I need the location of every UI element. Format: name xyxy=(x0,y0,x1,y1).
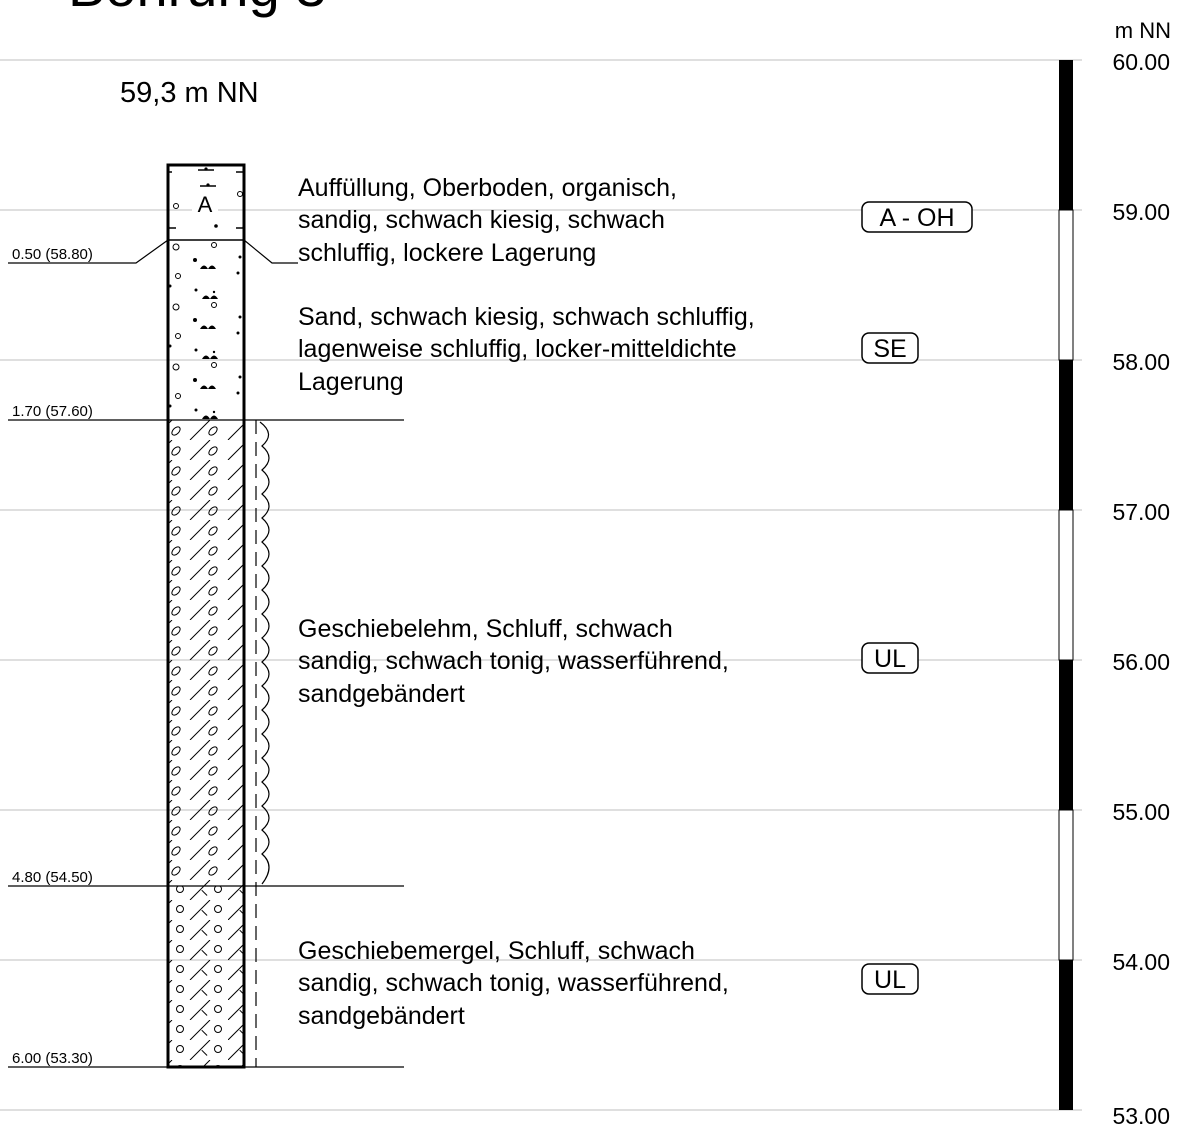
scale-tick-label: 54.00 xyxy=(1112,949,1170,975)
scale-tick-label: 56.00 xyxy=(1112,649,1170,675)
layer-fill-geschiebelehm xyxy=(168,420,244,886)
layer-description-line: schluffig, lockere Lagerung xyxy=(298,239,596,267)
layer-description-line: sandig, schwach tonig, wasserführend, xyxy=(298,969,729,997)
depth-label: 4.80 (54.50) xyxy=(12,869,93,886)
layer-description-line: Geschiebemergel, Schluff, schwach xyxy=(298,937,695,965)
layer-description-line: sandgebändert xyxy=(298,680,465,708)
layer-description-line: sandig, schwach kiesig, schwach xyxy=(298,206,665,234)
layer-description-line: Geschiebelehm, Schluff, schwach xyxy=(298,615,673,643)
layer-description-line: Sand, schwach kiesig, schwach schluffig, xyxy=(298,303,755,331)
elevation-scale-bar xyxy=(1058,60,1074,1110)
soil-group-codes: A - OH SE UL UL xyxy=(861,201,973,995)
log-title: Bohrung 3 xyxy=(68,0,326,18)
scale-tick-label: 60.00 xyxy=(1112,49,1170,75)
depth-label: 6.00 (53.30) xyxy=(12,1050,93,1067)
surface-elevation: 59,3 m NN xyxy=(120,77,259,109)
soil-column xyxy=(166,163,246,1069)
scale-tick-label: 57.00 xyxy=(1112,499,1170,525)
soil-group-code: SE xyxy=(873,335,906,363)
layer-fill-sand xyxy=(168,240,244,420)
layer-description-line: lagenweise schluffig, locker-mitteldicht… xyxy=(298,335,737,363)
unit-label: m NN xyxy=(1115,18,1171,43)
soil-group-code: A - OH xyxy=(879,204,954,232)
layer-description-line: sandig, schwach tonig, wasserführend, xyxy=(298,647,729,675)
scale-tick-label: 53.00 xyxy=(1112,1103,1170,1128)
layer-symbol: A xyxy=(198,192,213,217)
layer-fill-geschiebemergel xyxy=(168,886,244,1067)
depth-label: 0.50 (58.80) xyxy=(12,246,93,263)
scale-tick-label: 55.00 xyxy=(1112,799,1170,825)
scale-ticks: 60.00 59.00 58.00 57.00 56.00 55.00 54.0… xyxy=(1112,49,1170,1128)
layer-description-line: Lagerung xyxy=(298,368,404,396)
soil-group-code: UL xyxy=(874,966,906,994)
depth-label: 1.70 (57.60) xyxy=(12,403,93,420)
scale-tick-label: 59.00 xyxy=(1112,199,1170,225)
layer-boundaries xyxy=(8,239,404,1068)
soil-group-code: UL xyxy=(874,645,906,673)
scale-tick-label: 58.00 xyxy=(1112,349,1170,375)
water-marker xyxy=(255,420,270,1067)
layer-description-line: Auffüllung, Oberboden, organisch, xyxy=(298,174,677,202)
layer-description-line: sandgebändert xyxy=(298,1002,465,1030)
